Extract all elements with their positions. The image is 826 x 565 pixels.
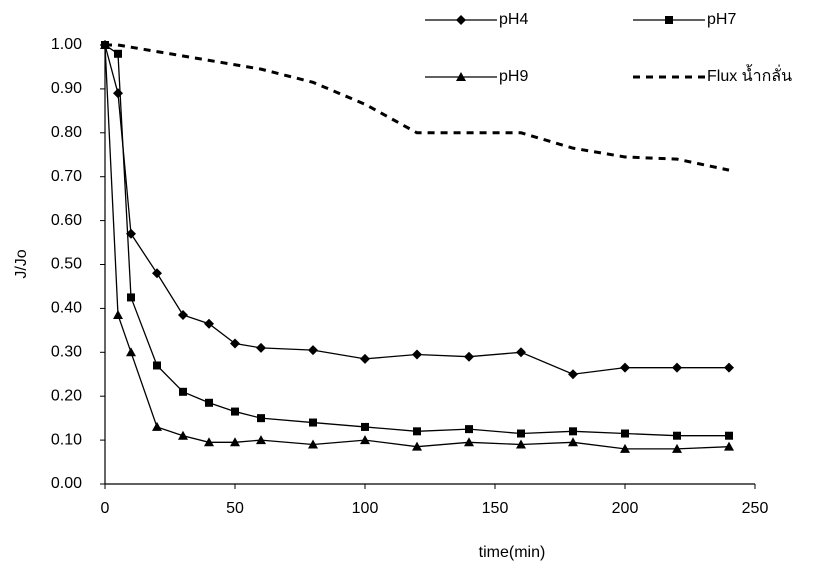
marker — [464, 437, 474, 447]
marker — [361, 422, 369, 431]
marker — [126, 228, 136, 239]
marker — [569, 427, 577, 436]
marker — [360, 353, 370, 364]
x-axis-label: time(min) — [479, 544, 546, 561]
marker — [126, 347, 136, 357]
y-tick-label: 0.60 — [51, 212, 82, 229]
legend-marker — [665, 16, 673, 24]
marker — [672, 443, 682, 453]
y-tick-label: 0.10 — [51, 431, 82, 448]
marker — [178, 430, 188, 440]
y-tick-label: 0.40 — [51, 300, 82, 317]
legend-label: pH9 — [499, 68, 528, 85]
marker — [152, 421, 162, 431]
marker — [256, 342, 266, 353]
marker — [568, 369, 578, 380]
marker — [153, 361, 161, 370]
marker — [309, 418, 317, 427]
marker — [360, 435, 370, 445]
y-tick-label: 0.80 — [51, 124, 82, 141]
marker — [257, 414, 265, 423]
series-line — [104, 44, 730, 450]
y-tick-label: 1.00 — [51, 36, 82, 53]
marker — [308, 345, 318, 356]
marker — [517, 429, 525, 438]
y-tick-label: 0.00 — [51, 475, 82, 492]
series-line — [104, 44, 729, 375]
marker — [127, 293, 135, 302]
marker — [724, 362, 734, 373]
marker — [205, 398, 213, 407]
marker — [179, 387, 187, 396]
marker — [204, 318, 214, 329]
y-tick-label: 0.50 — [51, 256, 82, 273]
marker — [308, 439, 318, 449]
marker — [204, 437, 214, 447]
marker — [152, 268, 162, 279]
marker — [230, 338, 240, 349]
marker — [231, 407, 239, 416]
legend-marker — [456, 15, 466, 25]
y-tick-label: 0.90 — [51, 80, 82, 97]
marker — [230, 437, 240, 447]
x-tick-label: 100 — [352, 500, 379, 517]
marker — [412, 349, 422, 360]
marker — [516, 439, 526, 449]
series-line — [104, 44, 729, 437]
y-tick-label: 0.20 — [51, 387, 82, 404]
marker — [724, 441, 734, 451]
marker — [178, 309, 188, 320]
legend-marker — [456, 72, 466, 81]
x-tick-label: 0 — [101, 500, 110, 517]
series-line — [105, 43, 730, 172]
y-axis-label: J/Jo — [13, 249, 30, 278]
marker — [256, 435, 266, 445]
x-tick-label: 50 — [226, 500, 244, 517]
marker — [465, 425, 473, 434]
marker — [725, 431, 733, 440]
x-tick-label: 250 — [742, 500, 769, 517]
y-tick-label: 0.30 — [51, 344, 82, 361]
marker — [113, 88, 123, 99]
marker — [516, 347, 526, 358]
marker — [672, 362, 682, 373]
legend-label: pH7 — [707, 11, 736, 28]
marker — [113, 309, 123, 319]
marker — [413, 427, 421, 436]
marker — [114, 49, 122, 58]
marker — [620, 362, 630, 373]
x-tick-label: 150 — [482, 500, 509, 517]
x-tick-label: 200 — [612, 500, 639, 517]
y-tick-label: 0.70 — [51, 168, 82, 185]
legend-label: pH4 — [499, 11, 528, 28]
marker — [412, 441, 422, 451]
marker — [464, 351, 474, 362]
marker — [621, 429, 629, 438]
marker — [673, 431, 681, 440]
marker — [620, 443, 630, 453]
marker — [568, 437, 578, 447]
legend-label: Flux น้ำกลั่น — [707, 64, 792, 85]
